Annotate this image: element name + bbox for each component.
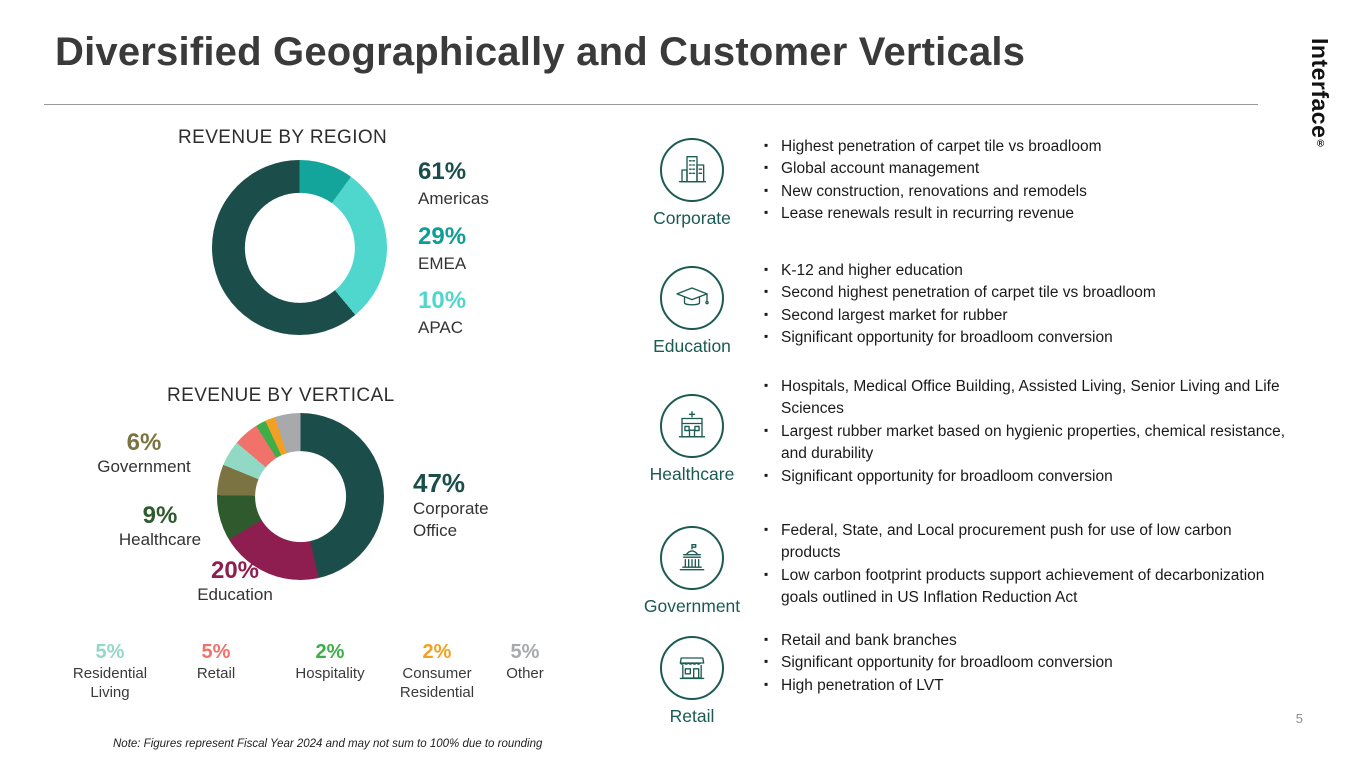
education-icon bbox=[660, 266, 724, 330]
legend-pct: 5% bbox=[95, 641, 125, 663]
region-name: APAC bbox=[418, 318, 464, 337]
region-pct: 10% bbox=[418, 287, 467, 314]
bullet-item: Second highest penetration of carpet til… bbox=[764, 282, 1289, 304]
legend-name: Hospitality bbox=[295, 665, 365, 682]
section-bullets: Retail and bank branches Significant opp… bbox=[764, 630, 1289, 697]
region-label-apac: 10% APAC bbox=[418, 287, 578, 341]
bullet-item: Retail and bank branches bbox=[764, 630, 1289, 652]
section-label: Corporate bbox=[653, 208, 731, 228]
section-icon-column: Healthcare bbox=[648, 394, 736, 485]
title-divider bbox=[44, 104, 1258, 105]
bullet-item: Lease renewals result in recurring reven… bbox=[764, 203, 1289, 225]
section-icon-column: Corporate bbox=[648, 138, 736, 229]
bullet-item: Hospitals, Medical Office Building, Assi… bbox=[764, 376, 1289, 421]
region-name: Americas bbox=[418, 189, 489, 208]
callout-healthcare: 9% Healthcare bbox=[105, 503, 215, 551]
donut-hole bbox=[254, 450, 347, 543]
section-healthcare: Healthcare Hospitals, Medical Office Bui… bbox=[648, 376, 1308, 488]
section-corporate: Corporate Highest penetration of carpet … bbox=[648, 136, 1308, 229]
brand-logo: Interface® bbox=[1306, 38, 1333, 150]
region-label-emea: 29% EMEA bbox=[418, 223, 578, 277]
bullet-item: Significant opportunity for broadloom co… bbox=[764, 327, 1289, 349]
callout-pct: 6% bbox=[126, 429, 162, 456]
section-label: Healthcare bbox=[649, 464, 735, 484]
legend-name: Retail bbox=[196, 665, 236, 682]
callout-corporate-office: 47% Corporate Office bbox=[413, 468, 513, 542]
callout-name: Government bbox=[97, 457, 191, 476]
bullet-item: K-12 and higher education bbox=[764, 260, 1289, 282]
legend-pct: 2% bbox=[315, 641, 345, 663]
section-icon-column: Education bbox=[648, 266, 736, 357]
callout-name: Corporate Office bbox=[413, 499, 489, 540]
region-chart-heading: REVENUE BY REGION bbox=[178, 127, 388, 148]
region-name: EMEA bbox=[418, 254, 467, 273]
section-government: Government Federal, State, and Local pro… bbox=[644, 520, 1308, 617]
section-bullets: K-12 and higher education Second highest… bbox=[764, 260, 1289, 350]
callout-name: Education bbox=[197, 585, 273, 604]
section-bullets: Highest penetration of carpet tile vs br… bbox=[764, 136, 1289, 226]
corporate-icon bbox=[660, 138, 724, 202]
section-label: Education bbox=[653, 336, 731, 356]
government-icon bbox=[660, 526, 724, 590]
callout-pct: 9% bbox=[142, 502, 178, 529]
registered-mark: ® bbox=[1315, 138, 1326, 150]
legend-name: Residential Living bbox=[72, 665, 148, 701]
legend-name: Consumer Residential bbox=[399, 665, 475, 701]
section-education: Education K-12 and higher education Seco… bbox=[648, 260, 1308, 357]
callout-education: 20% Education bbox=[175, 558, 295, 606]
bullet-item: Low carbon footprint products support ac… bbox=[764, 565, 1289, 610]
callout-pct: 47% bbox=[413, 468, 466, 498]
retail-icon bbox=[660, 636, 724, 700]
bullet-item: New construction, renovations and remode… bbox=[764, 181, 1289, 203]
legend-item-hospitality: 2% Hospitality bbox=[275, 640, 385, 683]
section-retail: Retail Retail and bank branches Signific… bbox=[648, 630, 1308, 727]
page-number: 5 bbox=[1295, 711, 1303, 726]
page-title: Diversified Geographically and Customer … bbox=[55, 30, 1026, 74]
footnote: Note: Figures represent Fiscal Year 2024… bbox=[113, 738, 543, 750]
section-bullets: Federal, State, and Local procurement pu… bbox=[764, 520, 1289, 610]
legend-name: Other bbox=[506, 665, 544, 682]
bullet-item: Largest rubber market based on hygienic … bbox=[764, 421, 1289, 466]
bullet-item: Highest penetration of carpet tile vs br… bbox=[764, 136, 1289, 158]
region-label-americas: 61% Americas bbox=[418, 158, 578, 212]
bullet-item: Significant opportunity for broadloom co… bbox=[764, 466, 1289, 488]
bullet-item: Second largest market for rubber bbox=[764, 305, 1289, 327]
bullet-item: High penetration of LVT bbox=[764, 675, 1289, 697]
legend-pct: 2% bbox=[422, 641, 452, 663]
section-icon-column: Retail bbox=[648, 636, 736, 727]
brand-name: Interface bbox=[1307, 38, 1333, 139]
section-icon-column: Government bbox=[644, 526, 740, 617]
legend-item-other: 5% Other bbox=[470, 640, 580, 683]
callout-name: Healthcare bbox=[118, 530, 202, 549]
region-pct: 61% bbox=[418, 158, 467, 185]
bullet-item: Significant opportunity for broadloom co… bbox=[764, 652, 1289, 674]
callout-pct: 20% bbox=[210, 557, 260, 584]
region-donut-chart bbox=[212, 160, 387, 335]
vertical-chart-heading: REVENUE BY VERTICAL bbox=[167, 385, 395, 406]
section-label: Retail bbox=[669, 706, 715, 726]
vertical-donut-chart bbox=[217, 413, 384, 580]
legend-pct: 5% bbox=[510, 641, 540, 663]
section-bullets: Hospitals, Medical Office Building, Assi… bbox=[764, 376, 1289, 488]
legend-item-consumer-residential: 2% Consumer Residential bbox=[382, 640, 492, 702]
donut-hole bbox=[244, 192, 355, 303]
legend-pct: 5% bbox=[201, 641, 231, 663]
callout-government: 6% Government bbox=[85, 430, 203, 478]
healthcare-icon bbox=[660, 394, 724, 458]
bullet-item: Federal, State, and Local procurement pu… bbox=[764, 520, 1289, 565]
legend-item-retail: 5% Retail bbox=[161, 640, 271, 683]
legend-item-residential-living: 5% Residential Living bbox=[55, 640, 165, 702]
section-label: Government bbox=[643, 596, 741, 616]
bullet-item: Global account management bbox=[764, 158, 1289, 180]
region-pct: 29% bbox=[418, 223, 467, 250]
